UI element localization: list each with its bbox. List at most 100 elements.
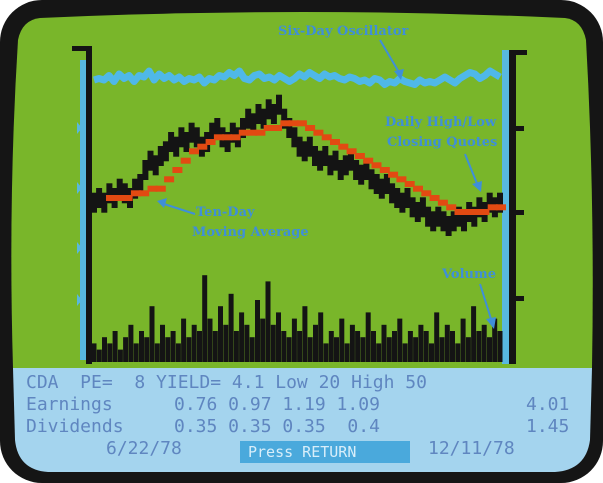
moving-average-segment <box>363 157 374 164</box>
moving-average-segment <box>247 129 258 136</box>
moving-average-segment <box>471 209 482 215</box>
price-bar <box>312 146 318 166</box>
volume-bar <box>170 331 176 362</box>
price-bar <box>435 206 442 227</box>
price-bar <box>121 183 128 204</box>
moving-average-segment <box>454 209 465 215</box>
left-tick-marker <box>77 182 82 194</box>
volume-bar <box>112 331 118 362</box>
price-bar <box>497 192 503 213</box>
price-bar <box>363 160 370 180</box>
moving-average-segment <box>288 120 299 127</box>
volume-bar <box>191 324 197 362</box>
volume-bar <box>102 337 107 362</box>
price-bar <box>455 206 462 227</box>
price-bar <box>209 122 216 143</box>
price-bar <box>91 192 97 213</box>
moving-average-segment <box>446 204 457 211</box>
earnings-total: 4.01 <box>526 394 569 415</box>
price-bar <box>291 127 298 148</box>
volume-bar <box>107 343 113 362</box>
price-bar <box>270 104 277 124</box>
moving-average-segment <box>330 139 340 145</box>
volume-bar <box>117 349 123 362</box>
volume-bar <box>233 331 239 362</box>
volume-bar <box>154 343 160 362</box>
volume-bar <box>349 324 355 362</box>
volume-bar <box>434 312 440 362</box>
moving-average-segment <box>429 195 440 201</box>
price-bar <box>214 118 221 138</box>
volume-bar <box>344 343 350 362</box>
info-panel-background <box>13 368 592 472</box>
moving-average-segment <box>338 143 349 150</box>
price-bar <box>132 178 139 199</box>
volume-bar <box>328 331 334 362</box>
volume-bar <box>239 312 245 362</box>
volume-bar <box>255 300 260 362</box>
volume-bar <box>355 331 361 362</box>
volume-bar <box>175 343 181 362</box>
price-bar <box>162 141 169 162</box>
price-bar <box>461 211 467 232</box>
price-bar <box>224 132 231 152</box>
volume-bar <box>386 337 392 362</box>
price-bar <box>348 150 354 171</box>
right-tick-marker <box>516 210 524 215</box>
price-bar <box>250 113 257 134</box>
price-bar <box>193 127 200 148</box>
moving-average-segment <box>122 195 133 201</box>
moving-average-segment <box>189 148 199 155</box>
end-date: 12/11/78 <box>428 438 515 459</box>
volume-bar <box>123 337 129 362</box>
volume-bar <box>265 281 271 362</box>
volume-bar <box>476 331 482 362</box>
price-bar <box>337 160 344 180</box>
price-bar <box>301 141 308 162</box>
volume-bar <box>397 318 403 362</box>
price-bar <box>373 174 380 194</box>
volume-bar <box>455 343 461 362</box>
price-bar <box>486 192 493 213</box>
volume-bar <box>281 331 287 362</box>
price-bar <box>445 216 452 236</box>
moving-average-line <box>106 120 506 215</box>
price-bar <box>322 146 329 166</box>
volume-bar <box>413 337 419 362</box>
start-date: 6/22/78 <box>106 438 182 459</box>
moving-average-segment <box>164 176 175 183</box>
moving-average-segment <box>114 195 125 201</box>
price-bar <box>255 104 262 124</box>
dividends-values: 0.35 0.35 0.35 0.4 <box>174 416 380 437</box>
moving-average-segment <box>346 148 357 155</box>
volume-bar <box>318 312 324 362</box>
volume-bar <box>128 324 134 362</box>
moving-average-segment <box>272 125 282 131</box>
volume-bar <box>407 331 413 362</box>
price-bar <box>106 183 113 204</box>
price-bar <box>327 155 334 176</box>
moving-average-segment <box>321 134 332 141</box>
volume-bar <box>392 331 397 362</box>
price-bar <box>394 188 401 208</box>
moving-average-segment <box>139 190 150 197</box>
volume-bar <box>202 275 208 362</box>
price-bar <box>476 197 483 218</box>
moving-average-segment <box>413 185 423 192</box>
volume-bar <box>133 343 139 362</box>
moving-average-segment <box>255 129 266 136</box>
moving-average-segment <box>388 171 399 178</box>
press-return-label: Press RETURN <box>248 443 356 461</box>
info-row-ratios: CDA PE= 8 YIELD= 4.1 Low 20 High 50 <box>26 372 427 393</box>
arrowhead-icon <box>486 317 496 329</box>
moving-average-segment <box>437 199 448 206</box>
arrowhead-icon <box>394 69 404 80</box>
volume-bar <box>186 337 192 362</box>
moving-average-segment <box>172 167 183 173</box>
press-return-button[interactable]: Press RETURN <box>240 441 410 463</box>
moving-average-segment <box>496 204 506 211</box>
volume-bar <box>144 337 150 362</box>
price-bar <box>281 108 288 129</box>
volume-bar <box>371 331 376 362</box>
